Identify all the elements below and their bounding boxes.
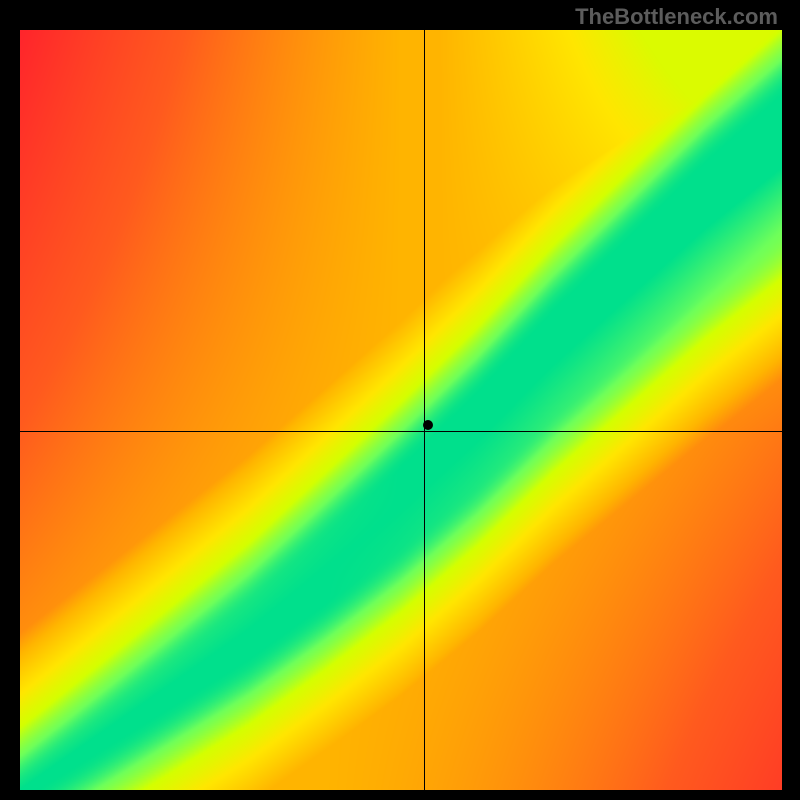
chart-container: TheBottleneck.com — [0, 0, 800, 800]
watermark-text: TheBottleneck.com — [575, 4, 778, 30]
crosshair-horizontal — [20, 431, 782, 432]
bottleneck-heatmap — [20, 30, 782, 790]
crosshair-vertical — [424, 30, 425, 790]
selection-marker — [423, 420, 433, 430]
